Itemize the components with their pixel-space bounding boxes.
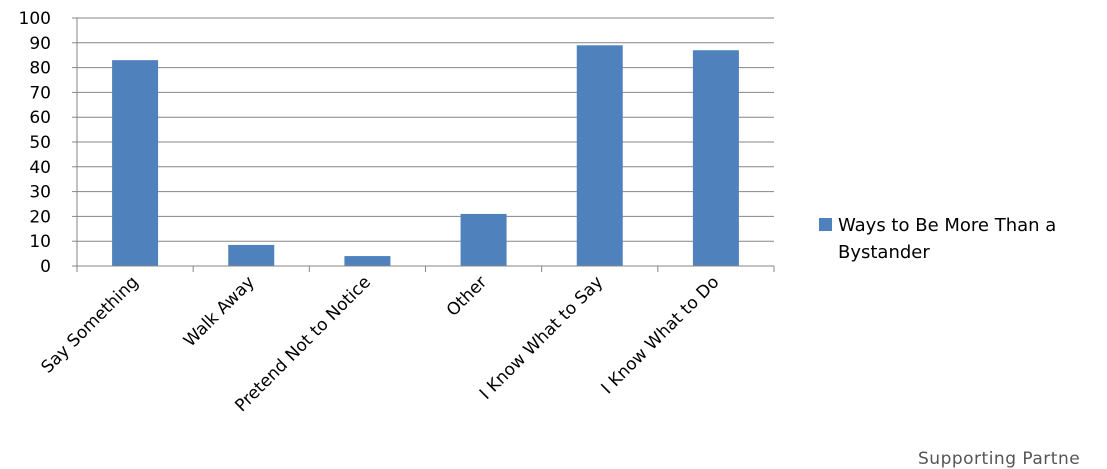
x-tick-label: I Know What to Do xyxy=(598,272,724,398)
y-tick-label: 100 xyxy=(19,9,51,29)
y-tick-label: 70 xyxy=(29,83,51,103)
footer-text: Supporting Partne xyxy=(918,449,1081,469)
bars xyxy=(112,45,739,266)
x-tick-label: Pretend Not to Notice xyxy=(231,272,375,416)
y-tick-label: 60 xyxy=(29,108,51,128)
bar xyxy=(576,45,623,266)
y-tick-label: 10 xyxy=(29,232,51,252)
y-tick-label: 30 xyxy=(29,183,51,203)
y-tick-label: 90 xyxy=(29,34,51,54)
y-tick-label: 0 xyxy=(40,257,51,277)
bar xyxy=(460,213,507,266)
x-tick-label: Walk Away xyxy=(180,272,259,351)
y-tick-label: 50 xyxy=(29,133,51,153)
y-tick-label: 20 xyxy=(29,207,51,227)
legend-swatch xyxy=(819,218,832,231)
y-axis: 0 10 20 30 40 50 60 70 80 90 100 xyxy=(19,9,78,277)
x-tick-label: Say Something xyxy=(38,272,143,377)
bar xyxy=(344,256,391,266)
x-tick-label: Other xyxy=(443,272,491,320)
bar xyxy=(692,50,739,266)
legend: Ways to Be More Than a Bystander xyxy=(819,212,1104,266)
x-tick-label: I Know What to Say xyxy=(476,272,607,403)
bar xyxy=(112,60,159,266)
gridlines xyxy=(77,17,774,242)
legend-label: Ways to Be More Than a Bystander xyxy=(838,215,1057,263)
bar xyxy=(228,244,275,266)
y-tick-label: 40 xyxy=(29,158,51,178)
y-tick-label: 80 xyxy=(29,59,51,79)
